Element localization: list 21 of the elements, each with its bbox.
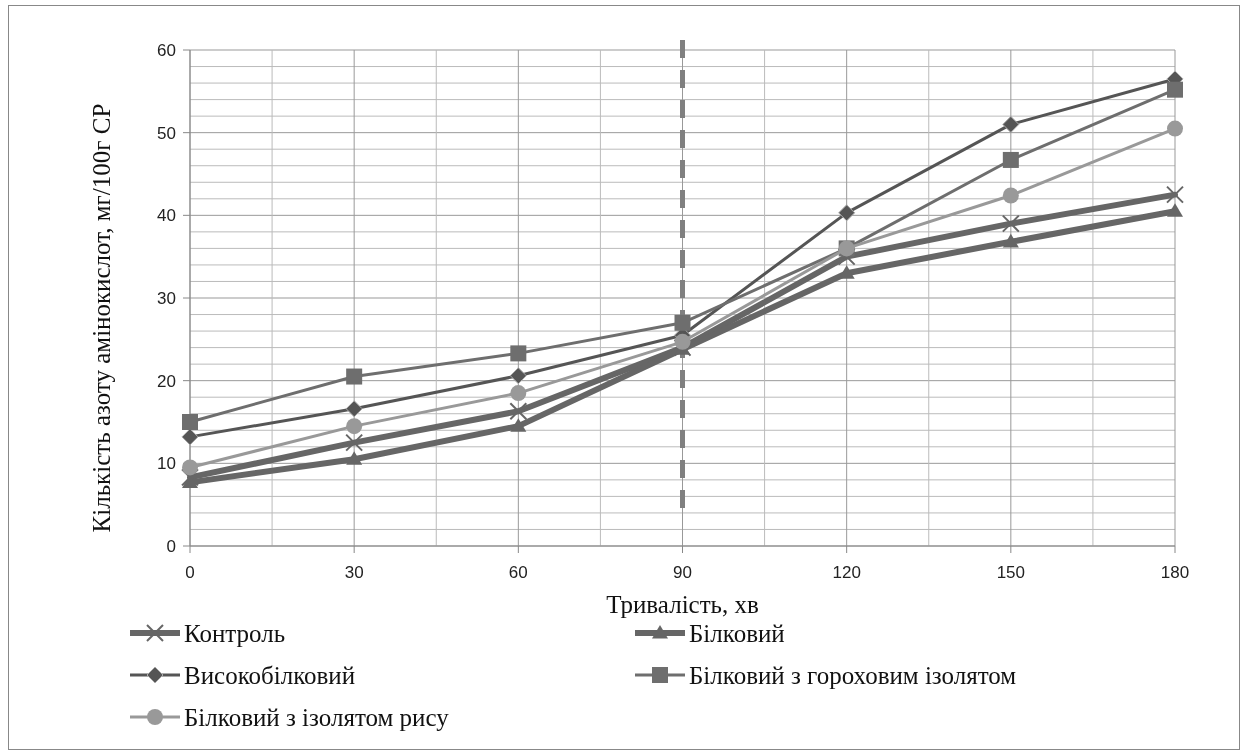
y-tick-label: 10 [157,454,176,474]
y-tick-label: 20 [157,371,176,391]
legend-label: Білковий [689,619,785,647]
x-tick-label: 120 [832,563,861,582]
x-tick-label: 30 [344,563,364,582]
x-tick-label: 60 [508,563,528,582]
x-tick-label: 0 [185,563,195,582]
y-axis-title: Кількість азоту амінокислот, мг/100г СР [88,103,115,533]
legend-label: Білковий з гороховим ізолятом [689,661,1017,689]
x-tick-label: 180 [1160,563,1190,582]
legend-label: Контроль [184,619,286,647]
x-tick-label: 150 [996,563,1026,582]
legend-label: Білковий з ізолятом рису [184,703,450,731]
x-axis-title: Тривалість, хв [606,591,759,618]
x-tick-label: 90 [673,563,692,582]
y-tick-label: 40 [157,206,176,226]
y-tick-label: 0 [166,536,176,556]
y-tick-label: 60 [157,40,176,60]
y-tick-label: 50 [157,123,176,143]
legend-label: Високобілковий [184,661,356,689]
y-tick-label: 30 [157,288,176,308]
